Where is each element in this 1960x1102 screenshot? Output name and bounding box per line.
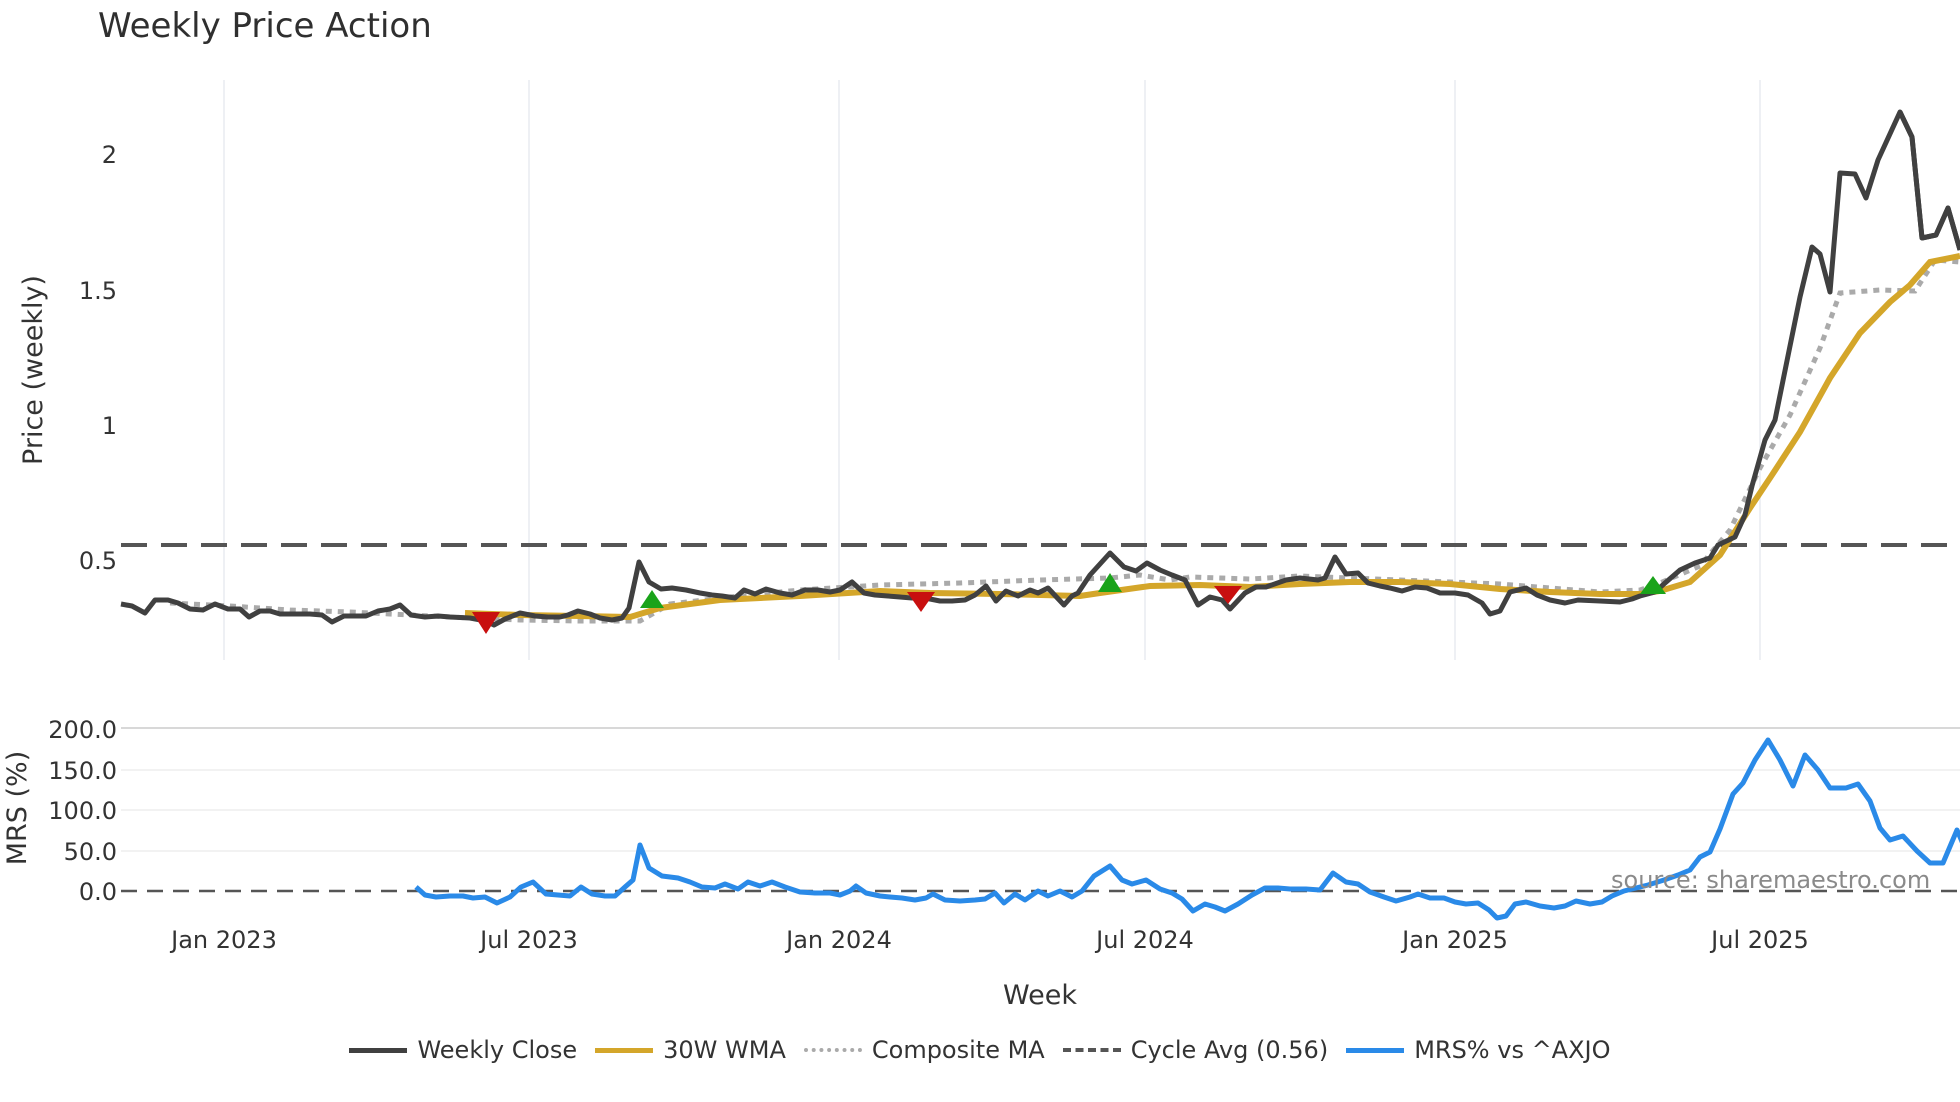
x-ticks: Jan 2023 Jul 2023 Jan 2024 Jul 2024 Jan …	[169, 926, 1809, 954]
legend-item-cycle-avg[interactable]: Cycle Avg (0.56)	[1062, 1036, 1329, 1064]
signal-markers	[472, 573, 1666, 634]
svg-text:Jul 2024: Jul 2024	[1094, 926, 1194, 954]
composite-ma-line	[169, 257, 1960, 624]
legend-item-mrs[interactable]: MRS% vs ^AXJO	[1346, 1036, 1611, 1064]
solid-line-icon	[1346, 1047, 1405, 1053]
dotted-line-icon	[803, 1048, 862, 1052]
legend-label: Composite MA	[871, 1036, 1045, 1064]
svg-text:150.0: 150.0	[48, 757, 117, 785]
mrs-y-ticks: 200.0 150.0 100.0 50.0 0.0	[48, 716, 117, 906]
weekly-close-line	[120, 109, 1960, 628]
legend-label: 30W WMA	[663, 1036, 786, 1064]
svg-text:0.5: 0.5	[79, 547, 117, 575]
legend: Weekly Close 30W WMA Composite MA Cycle …	[0, 1036, 1960, 1064]
mrs-y-label: MRS (%)	[2, 751, 33, 866]
sell-signal-icon	[907, 592, 935, 612]
solid-line-icon	[349, 1047, 408, 1053]
solid-line-icon	[595, 1047, 654, 1053]
svg-text:Jan 2023: Jan 2023	[169, 926, 277, 954]
buy-signal-icon	[640, 590, 664, 608]
chart-title: Weekly Price Action	[98, 6, 432, 46]
mrs-line	[414, 737, 1960, 921]
buy-signal-icon	[1098, 573, 1122, 592]
svg-text:200.0: 200.0	[48, 716, 117, 744]
weekly-close-line-tail	[1897, 110, 1960, 251]
svg-text:Jan 2024: Jan 2024	[784, 926, 892, 954]
wma-30w-line	[464, 253, 1960, 621]
svg-text:Jan 2025: Jan 2025	[1400, 926, 1508, 954]
buy-signal-icon	[1640, 576, 1666, 594]
legend-item-30w-wma[interactable]: 30W WMA	[595, 1036, 786, 1064]
legend-item-composite-ma[interactable]: Composite MA	[803, 1036, 1045, 1064]
legend-label: MRS% vs ^AXJO	[1414, 1036, 1611, 1064]
svg-text:Jul 2025: Jul 2025	[1709, 926, 1809, 954]
sell-signal-icon	[1214, 586, 1242, 604]
sell-signal-icon	[472, 612, 500, 634]
price-grid	[223, 80, 1761, 660]
svg-text:50.0: 50.0	[64, 838, 117, 866]
legend-label: Cycle Avg (0.56)	[1130, 1036, 1329, 1064]
price-y-ticks: 2 1.5 1 0.5	[79, 141, 117, 575]
legend-label: Weekly Close	[417, 1036, 578, 1064]
source-watermark: source: sharemaestro.com	[1611, 866, 1931, 894]
x-axis-label: Week	[1003, 980, 1077, 1011]
dashed-line-icon	[1062, 1048, 1121, 1052]
svg-text:0.0: 0.0	[79, 878, 117, 906]
svg-text:100.0: 100.0	[48, 797, 117, 825]
svg-text:2: 2	[102, 141, 117, 169]
svg-text:1: 1	[102, 412, 117, 440]
price-y-label: Price (weekly)	[18, 275, 49, 465]
svg-text:Jul 2023: Jul 2023	[478, 926, 578, 954]
legend-item-weekly-close[interactable]: Weekly Close	[349, 1036, 577, 1064]
svg-text:1.5: 1.5	[79, 277, 117, 305]
